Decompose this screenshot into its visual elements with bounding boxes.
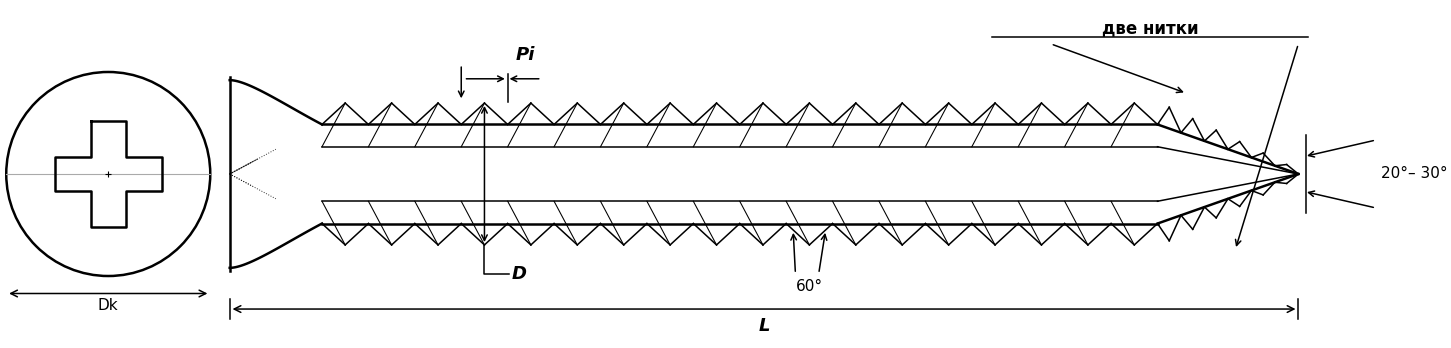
Text: Pi: Pi xyxy=(515,46,535,63)
Text: D: D xyxy=(512,265,527,283)
Text: 20°– 30°: 20°– 30° xyxy=(1381,166,1448,182)
Text: две нитки: две нитки xyxy=(1101,19,1199,38)
Text: Dk: Dk xyxy=(99,298,119,313)
Text: 60°: 60° xyxy=(795,279,823,294)
Text: L: L xyxy=(759,317,770,335)
